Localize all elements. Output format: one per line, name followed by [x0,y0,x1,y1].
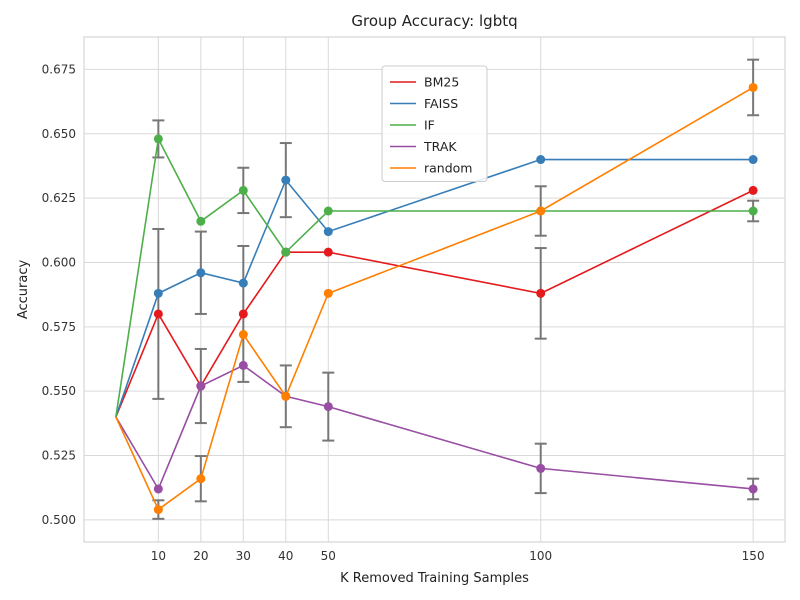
point-faiss [536,155,546,165]
point-if [153,134,163,144]
y-tick-label: 0.575 [42,320,76,334]
y-tick-label: 0.650 [42,127,76,141]
y-tick-label: 0.550 [42,384,76,398]
point-faiss [196,268,206,278]
y-tick-label: 0.525 [42,449,76,463]
legend-label-bm25: BM25 [424,75,459,90]
point-if [281,247,291,257]
point-if [748,206,758,216]
x-tick-label: 150 [742,549,765,563]
point-faiss [153,288,163,298]
series-line-bm25 [115,189,754,418]
point-if [323,206,333,216]
y-tick-label: 0.500 [42,513,76,527]
point-faiss [748,155,758,165]
point-bm25 [153,309,163,319]
point-if [238,185,248,195]
point-trak [323,402,333,412]
series-lines [115,86,754,511]
point-random [748,82,758,92]
legend-label-random: random [424,161,472,176]
y-axis-label: Accuracy [16,260,31,320]
x-tick-label: 20 [193,549,208,563]
point-trak [536,463,546,473]
point-bm25 [748,185,758,195]
point-faiss [323,227,333,237]
point-if [196,216,206,226]
x-tick-label: 50 [321,549,336,563]
point-trak [238,360,248,370]
legend-box [381,65,488,182]
point-trak [196,381,206,391]
x-tick-label: 40 [278,549,293,563]
point-bm25 [238,309,248,319]
legend-label-faiss: FAISS [424,96,458,111]
point-faiss [238,278,248,288]
y-tick-labels: 0.500 0.525 0.550 0.575 0.600 0.625 0.650 0.675 [42,62,76,526]
point-random [323,288,333,298]
x-tick-label: 30 [236,549,251,563]
point-trak [153,484,163,494]
series-line-if [115,136,754,418]
series-markers [153,82,758,515]
legend: BM25 FAISS IF TRAK random [381,65,488,182]
point-random [196,474,206,484]
y-tick-label: 0.600 [42,255,76,269]
point-random [153,505,163,515]
legend-label-if: IF [424,118,435,133]
point-random [281,391,291,401]
point-bm25 [536,288,546,298]
point-random [536,206,546,216]
x-tick-label: 100 [529,549,552,563]
chart-title: Group Accuracy: lgbtq [351,12,517,30]
legend-label-trak: TRAK [423,139,457,154]
series-line-trak [115,364,754,491]
y-tick-label: 0.675 [42,62,76,76]
x-axis-label: K Removed Training Samples [340,571,529,586]
x-tick-label: 10 [151,549,166,563]
x-tick-labels: 10 20 30 40 50 100 150 [151,549,765,563]
series-line-faiss [115,158,754,418]
y-tick-label: 0.625 [42,191,76,205]
point-trak [748,484,758,494]
point-random [238,330,248,340]
series-line-random [115,86,754,511]
point-faiss [281,175,291,185]
point-bm25 [323,247,333,257]
